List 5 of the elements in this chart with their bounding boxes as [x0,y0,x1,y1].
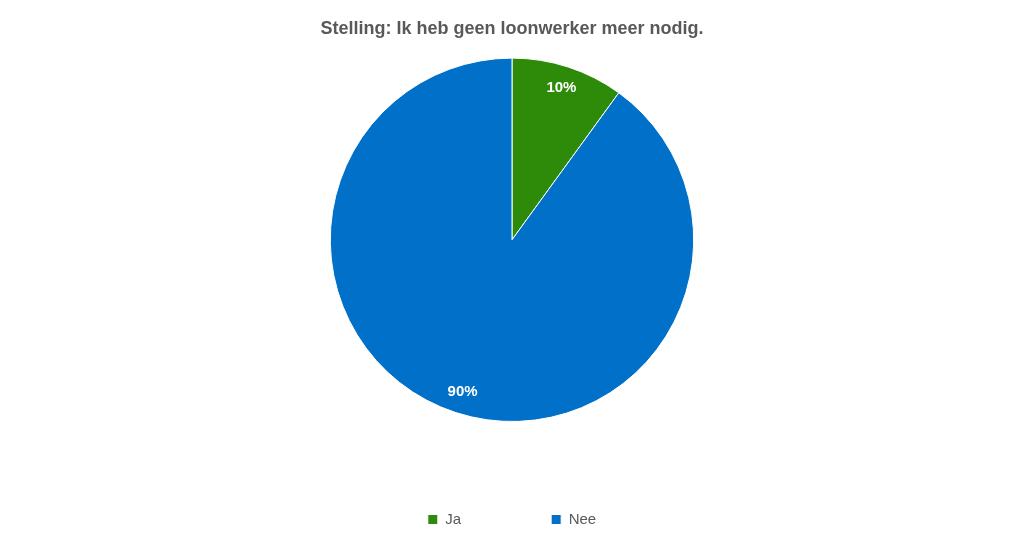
legend-label: Ja [445,509,462,527]
data-label: 90% [447,382,478,400]
data-label: 10% [546,77,577,95]
legend-label: Nee [568,509,597,527]
chart-title: Stelling: Ik heb geen loonwerker meer nodig. [320,17,704,38]
